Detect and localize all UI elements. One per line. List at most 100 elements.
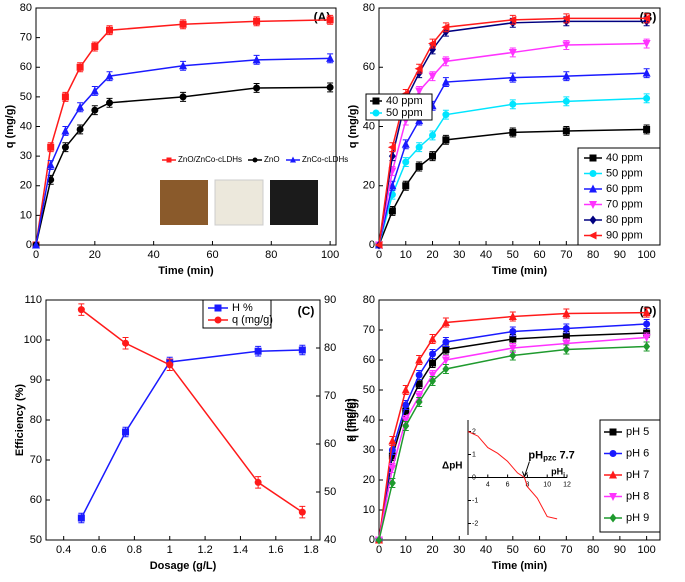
- marker: [298, 508, 306, 516]
- marker: [77, 514, 85, 522]
- marker: [642, 308, 651, 317]
- marker: [415, 392, 424, 401]
- marker: [562, 41, 571, 50]
- marker: [509, 335, 517, 343]
- y2-tick-label: 50: [324, 486, 336, 498]
- marker: [77, 306, 85, 314]
- y2-tick-label: 80: [324, 342, 336, 354]
- legend-marker: [589, 215, 597, 225]
- marker: [76, 125, 84, 133]
- legend-marker: [589, 184, 597, 193]
- x-tick-label: 100: [321, 249, 339, 261]
- x-tick-label: 0.4: [56, 544, 71, 556]
- marker: [401, 385, 410, 394]
- marker: [508, 344, 517, 353]
- y-tick-label: 100: [24, 334, 42, 346]
- marker: [388, 478, 396, 488]
- x-tick-label: 50: [507, 249, 519, 261]
- marker: [441, 57, 450, 66]
- series-line: [80, 349, 303, 519]
- photo-zno: [214, 179, 264, 226]
- y-tick-label: 30: [363, 444, 375, 456]
- x-tick-label: 20: [89, 249, 101, 261]
- x-tick-label: 60: [533, 544, 545, 556]
- y-tick-label: 60: [363, 354, 375, 366]
- marker: [106, 99, 114, 107]
- inset-y-label: ΔpH: [442, 461, 463, 472]
- y-tick-label: 10: [363, 504, 375, 516]
- legend-marker: [214, 304, 222, 312]
- x-axis-label: Time (min): [492, 560, 548, 572]
- marker: [509, 100, 517, 108]
- marker: [61, 126, 70, 135]
- y-tick-label: 60: [20, 61, 32, 73]
- x-tick-label: 1.2: [197, 544, 212, 556]
- marker: [562, 332, 570, 340]
- inset-y-tick-label: 1: [472, 451, 476, 458]
- panel-label: (C): [298, 304, 315, 318]
- x-tick-label: 80: [587, 544, 599, 556]
- marker: [441, 77, 450, 86]
- x-tick-label: 60: [206, 249, 218, 261]
- marker: [508, 15, 517, 24]
- marker: [561, 14, 570, 23]
- marker: [387, 143, 396, 152]
- marker: [32, 240, 40, 249]
- x-tick-label: 0.6: [91, 544, 106, 556]
- marker: [643, 342, 651, 351]
- legend-marker: [589, 170, 597, 177]
- inset-y-tick-label: 2: [472, 428, 476, 435]
- legend-marker: [252, 157, 258, 163]
- y-tick-label: 30: [20, 150, 32, 162]
- marker: [441, 356, 450, 365]
- legend-marker: [372, 109, 380, 117]
- marker: [415, 371, 423, 379]
- legend-marker: [609, 493, 617, 501]
- marker: [562, 340, 571, 348]
- x-tick-label: 50: [507, 544, 519, 556]
- photo-ldh: [270, 180, 318, 225]
- marker: [402, 421, 410, 431]
- x-tick-label: 40: [148, 249, 160, 261]
- x-tick-label: 10: [400, 249, 412, 261]
- y-axis-label: q (mg/g): [347, 398, 359, 442]
- inset-y-tick-label: -2: [472, 520, 478, 527]
- marker: [388, 446, 396, 454]
- y-tick-label: 50: [20, 91, 32, 103]
- y-tick-label: 70: [20, 32, 32, 44]
- y-tick-label: 40: [363, 414, 375, 426]
- legend-label: pH 6: [626, 447, 649, 459]
- marker: [46, 160, 55, 169]
- marker: [415, 143, 423, 151]
- marker: [326, 53, 335, 62]
- legend-marker: [588, 231, 597, 240]
- x-tick-label: 1.6: [268, 544, 283, 556]
- marker: [76, 102, 85, 111]
- legend-label: 70 ppm: [606, 198, 643, 210]
- marker: [388, 464, 397, 473]
- legend-box: [599, 419, 661, 533]
- legend-box: [577, 147, 661, 246]
- series-line: [80, 309, 303, 513]
- marker: [326, 16, 334, 24]
- marker: [122, 428, 130, 436]
- marker: [91, 43, 99, 51]
- marker: [76, 63, 84, 71]
- x-tick-label: 0: [376, 249, 382, 261]
- marker: [415, 162, 423, 170]
- y-axis-label: Efficiency (%): [14, 384, 26, 456]
- marker: [47, 143, 55, 151]
- x-tick-label: 90: [614, 249, 626, 261]
- x-tick-label: 60: [533, 249, 545, 261]
- annotation: pHpzc 7.7: [528, 449, 574, 462]
- y-tick-label: 50: [363, 384, 375, 396]
- x-tick-label: 20: [426, 249, 438, 261]
- legend-label: q (mg/g): [232, 314, 273, 326]
- marker: [106, 26, 114, 34]
- marker: [509, 128, 517, 136]
- y-tick-label: 80: [30, 414, 42, 426]
- marker: [105, 71, 114, 80]
- inset-x-tick-label: 10: [543, 481, 551, 488]
- marker: [429, 376, 437, 386]
- legend-marker: [214, 316, 222, 324]
